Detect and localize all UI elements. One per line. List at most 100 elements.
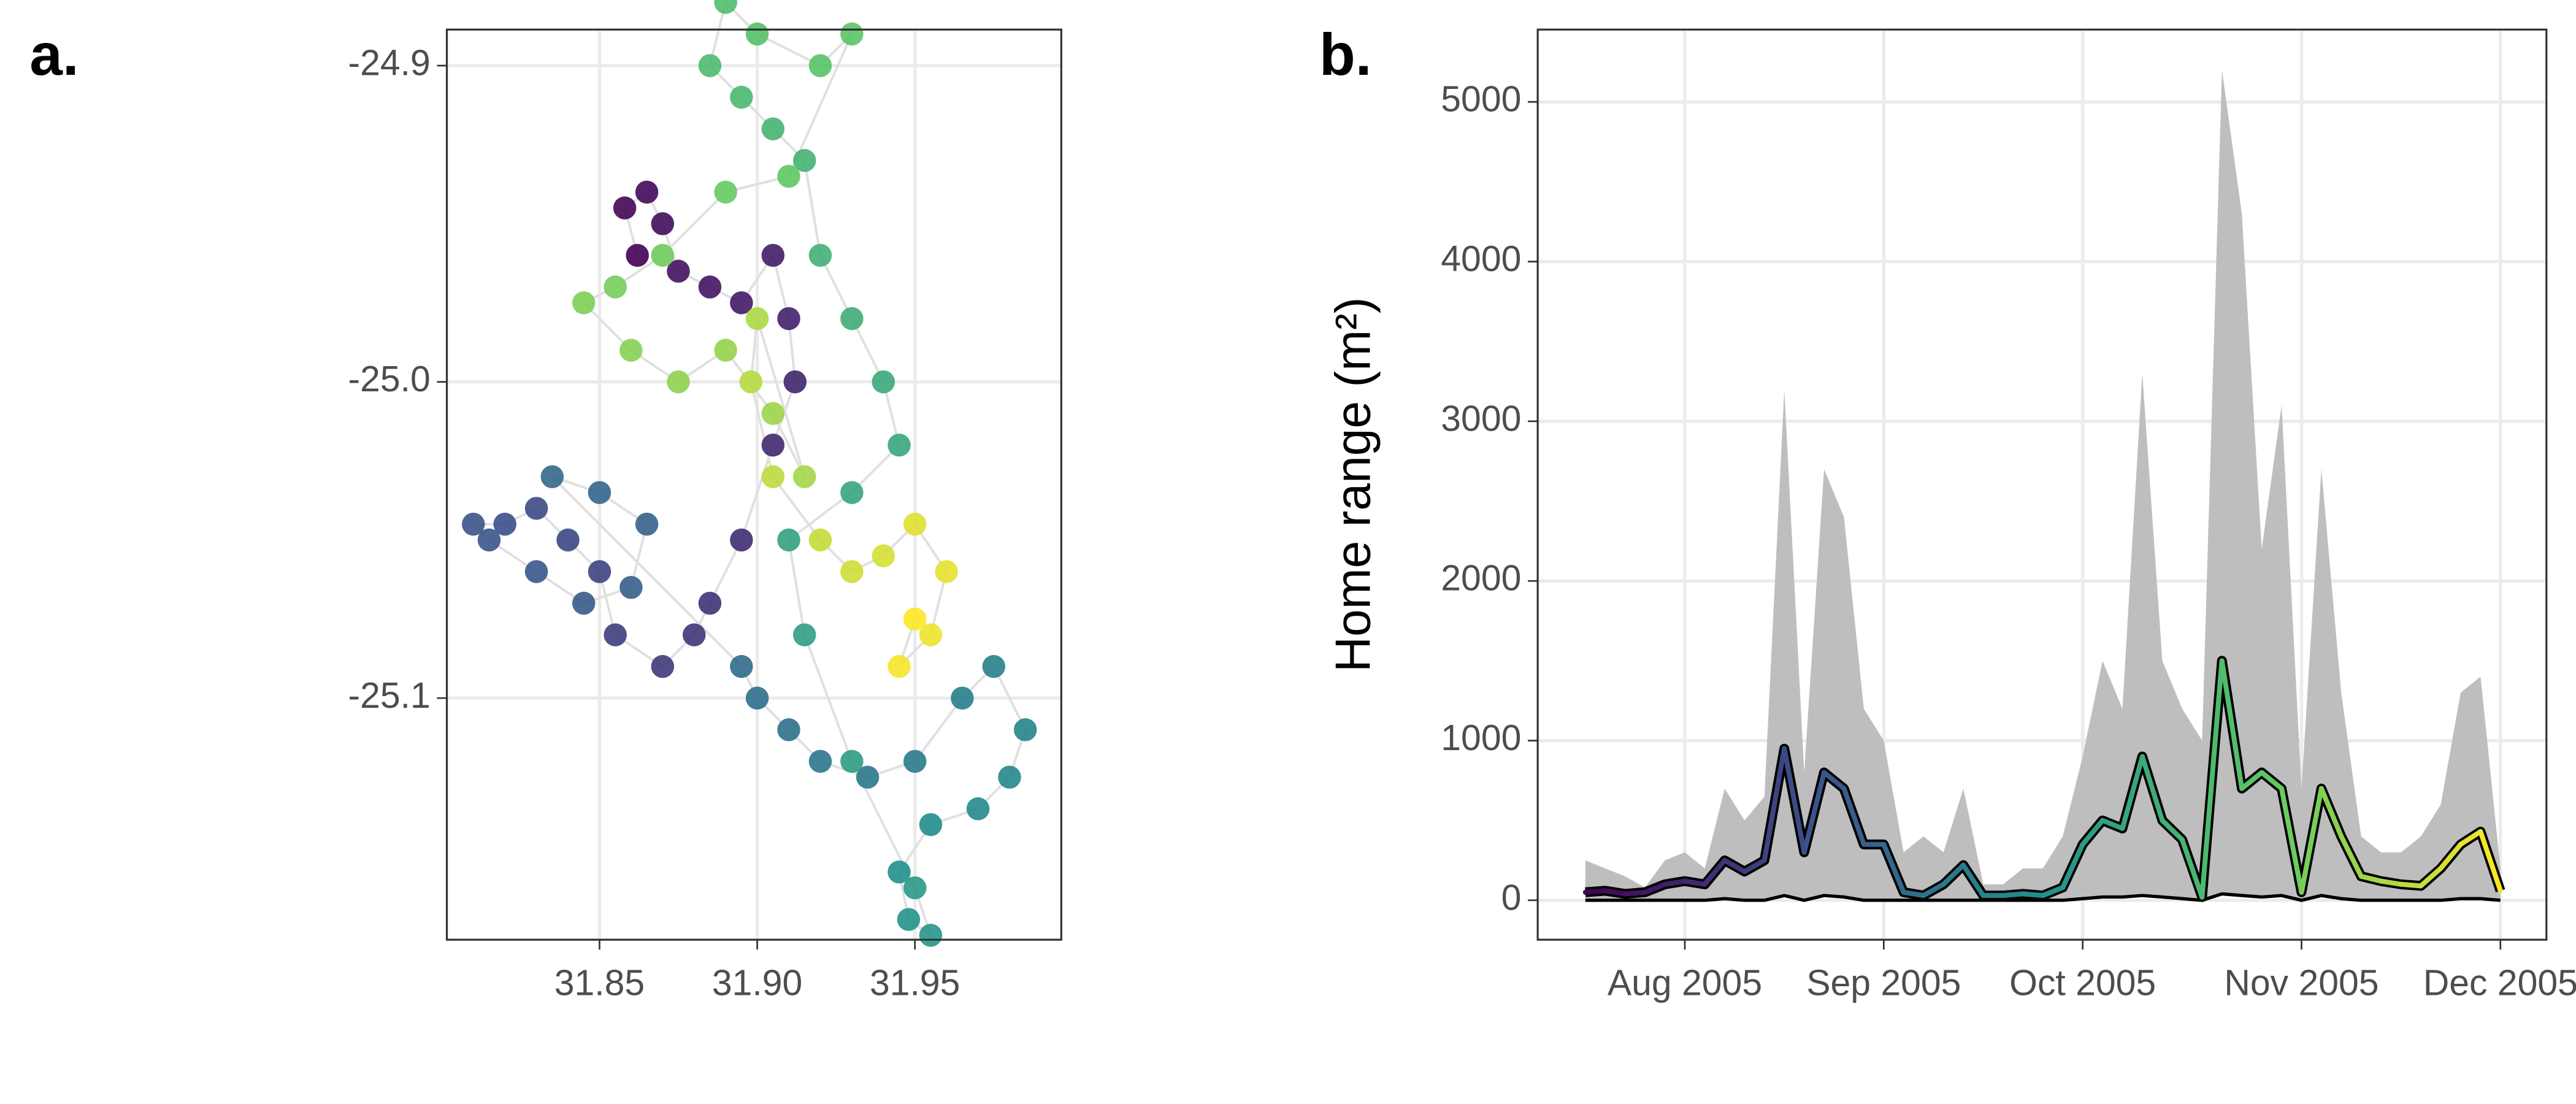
- point: [887, 433, 911, 457]
- y-tick-label: 2000: [1441, 559, 1521, 599]
- point: [651, 212, 675, 236]
- line-segment: [1622, 889, 1648, 897]
- point: [808, 528, 832, 552]
- x-tick-label: 31.95: [870, 964, 960, 1003]
- point: [887, 654, 911, 678]
- line-segment: [2120, 754, 2145, 831]
- point: [745, 686, 769, 710]
- line-segment: [1901, 889, 1926, 899]
- point: [745, 307, 769, 331]
- point: [1013, 718, 1037, 742]
- line-segment: [2398, 881, 2424, 889]
- line-segment: [2379, 878, 2404, 887]
- point: [588, 560, 611, 583]
- point: [604, 623, 627, 646]
- line-segment: [2000, 891, 2026, 899]
- point: [556, 528, 580, 552]
- x-tick-label: Nov 2005: [2224, 964, 2379, 1003]
- point: [919, 924, 943, 947]
- point: [777, 307, 800, 331]
- line-segment: [2339, 834, 2364, 879]
- point: [919, 813, 943, 837]
- point: [982, 654, 1006, 678]
- point: [524, 497, 548, 520]
- line-segment: [2318, 786, 2344, 839]
- point: [777, 164, 800, 188]
- panel-title: b.: [1319, 22, 1372, 88]
- line-segment: [1603, 888, 1628, 897]
- point: [540, 465, 564, 489]
- line-segment: [2478, 829, 2503, 894]
- point: [651, 243, 675, 267]
- point: [572, 591, 596, 615]
- point: [730, 654, 753, 678]
- point: [604, 275, 627, 299]
- point: [683, 623, 706, 646]
- point: [462, 512, 485, 536]
- point: [651, 654, 675, 678]
- line-segment: [2160, 818, 2185, 842]
- line-segment: [1841, 786, 1866, 847]
- line-segment: [2020, 891, 2045, 899]
- line-segment: [1682, 878, 1708, 887]
- point: [872, 370, 895, 394]
- point: [635, 180, 659, 204]
- point: [887, 861, 911, 884]
- y-tick-label: 3000: [1441, 399, 1521, 439]
- line-segment: [2358, 873, 2384, 884]
- line-segment: [2139, 754, 2165, 823]
- point: [761, 117, 785, 140]
- line-segment: [2179, 837, 2205, 900]
- point: [840, 307, 864, 331]
- y-tick-label: 0: [1501, 878, 1522, 918]
- line-segment: [2199, 658, 2225, 900]
- point: [903, 607, 927, 631]
- line-segment: [1822, 770, 1847, 791]
- y-tick-label: -24.9: [348, 44, 431, 83]
- x-tick-label: Dec 2005: [2423, 964, 2576, 1003]
- x-tick-label: Aug 2005: [1608, 964, 1762, 1003]
- line-segment: [1782, 746, 1807, 855]
- point: [698, 275, 722, 299]
- x-tick-label: 31.90: [712, 964, 802, 1003]
- point: [792, 465, 816, 489]
- point: [903, 512, 927, 536]
- x-tick-label: Oct 2005: [2009, 964, 2156, 1003]
- point: [714, 180, 737, 204]
- point: [808, 54, 832, 77]
- y-tick-label: -25.1: [348, 676, 431, 716]
- point: [730, 528, 753, 552]
- point: [872, 544, 895, 567]
- point: [808, 749, 832, 773]
- line-segment: [2299, 786, 2324, 895]
- point: [572, 291, 596, 315]
- point: [667, 370, 690, 394]
- line-segment: [1941, 862, 1966, 887]
- point: [840, 22, 864, 46]
- point: [619, 339, 643, 362]
- line-segment: [2279, 786, 2304, 895]
- point: [966, 797, 990, 821]
- point: [698, 54, 722, 77]
- point: [783, 370, 807, 394]
- plot-frame: [1536, 28, 2548, 941]
- point: [998, 765, 1021, 789]
- line-segment: [1702, 857, 1727, 887]
- y-tick-label: 5000: [1441, 80, 1521, 120]
- line-segment: [1582, 888, 1608, 895]
- point: [777, 528, 800, 552]
- point: [840, 749, 864, 773]
- point: [524, 560, 548, 583]
- point: [761, 465, 785, 489]
- point: [856, 765, 880, 789]
- line-segment: [2040, 884, 2066, 899]
- point: [745, 22, 769, 46]
- point: [739, 370, 763, 394]
- point: [613, 196, 637, 220]
- y-tick-label: 4000: [1441, 239, 1521, 279]
- point: [730, 291, 753, 315]
- line-segment: [2418, 865, 2444, 889]
- point: [840, 481, 864, 504]
- line-segment: [2259, 770, 2285, 791]
